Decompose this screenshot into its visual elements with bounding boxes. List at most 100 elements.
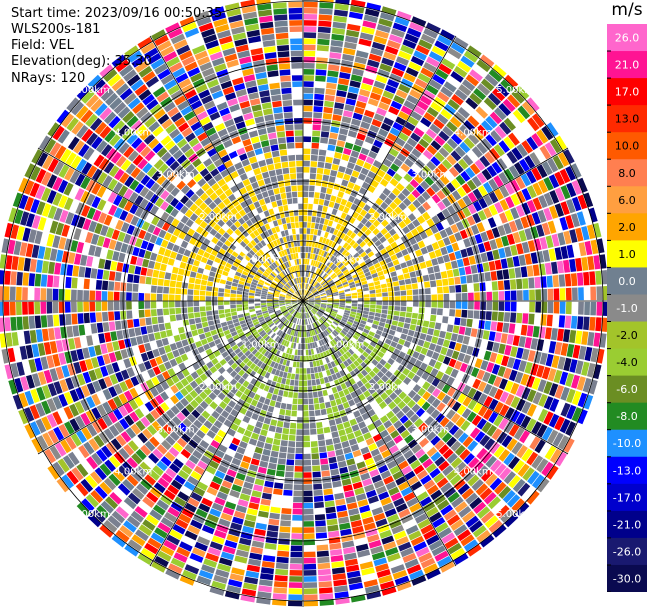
velocity-gate xyxy=(207,445,217,454)
velocity-gate xyxy=(365,247,372,254)
velocity-gate xyxy=(123,497,137,510)
velocity-gate xyxy=(254,323,261,329)
velocity-gate xyxy=(142,258,150,268)
velocity-gate xyxy=(337,404,345,411)
velocity-gate xyxy=(477,381,487,392)
velocity-gate xyxy=(218,305,224,310)
velocity-gate xyxy=(341,179,349,187)
velocity-gate xyxy=(333,229,339,236)
velocity-gate xyxy=(424,176,435,186)
velocity-gate xyxy=(209,460,220,470)
velocity-gate xyxy=(132,488,145,500)
velocity-gate xyxy=(331,208,338,216)
velocity-gate xyxy=(360,377,368,385)
velocity-gate xyxy=(333,352,340,359)
velocity-gate xyxy=(303,594,318,601)
velocity-gate xyxy=(307,318,311,324)
velocity-gate xyxy=(503,136,515,150)
velocity-gate xyxy=(286,459,295,466)
velocity-gate xyxy=(442,125,454,137)
velocity-gate xyxy=(415,249,423,257)
velocity-gate xyxy=(178,78,192,89)
velocity-gate xyxy=(165,204,174,214)
velocity-gate xyxy=(224,240,232,247)
velocity-gate xyxy=(297,299,303,301)
velocity-gate xyxy=(7,347,16,363)
velocity-gate xyxy=(319,332,324,339)
velocity-gate xyxy=(354,138,364,147)
velocity-gate xyxy=(137,432,148,444)
velocity-gate xyxy=(493,445,505,458)
velocity-gate xyxy=(483,408,493,421)
velocity-gate xyxy=(356,312,363,317)
velocity-gate xyxy=(390,28,405,38)
velocity-gate xyxy=(225,383,234,391)
velocity-gate xyxy=(249,308,256,313)
velocity-gate xyxy=(318,319,323,325)
velocity-gate xyxy=(576,376,586,391)
velocity-gate xyxy=(172,149,184,160)
velocity-gate xyxy=(291,297,298,300)
velocity-gate xyxy=(314,223,320,230)
velocity-gate xyxy=(107,411,118,424)
velocity-gate xyxy=(414,513,428,524)
velocity-gate xyxy=(131,137,143,149)
velocity-gate xyxy=(260,498,271,506)
velocity-gate xyxy=(306,228,311,234)
velocity-gate xyxy=(130,255,138,265)
velocity-gate xyxy=(485,134,497,147)
velocity-gate xyxy=(76,216,86,229)
velocity-gate xyxy=(417,240,426,249)
velocity-gate xyxy=(251,247,258,254)
velocity-gate xyxy=(347,130,358,138)
velocity-gate xyxy=(320,317,326,323)
velocity-gate xyxy=(303,289,305,295)
velocity-gate xyxy=(288,335,292,342)
velocity-gate xyxy=(461,309,468,318)
velocity-gate xyxy=(140,240,149,250)
velocity-gate xyxy=(380,392,389,401)
velocity-gate xyxy=(572,344,581,359)
velocity-gate xyxy=(462,207,472,218)
velocity-gate xyxy=(518,336,526,348)
velocity-gate xyxy=(493,144,505,157)
velocity-gate xyxy=(338,390,345,398)
velocity-gate xyxy=(140,174,151,186)
velocity-gate xyxy=(275,426,283,434)
velocity-gate xyxy=(263,385,270,392)
velocity-gate xyxy=(336,230,343,238)
velocity-gate xyxy=(360,217,368,225)
velocity-gate xyxy=(291,310,296,315)
velocity-gate xyxy=(253,237,260,244)
velocity-gate xyxy=(309,286,314,292)
velocity-gate xyxy=(472,273,479,283)
velocity-gate xyxy=(303,26,317,32)
velocity-gate xyxy=(175,314,182,321)
velocity-gate xyxy=(164,322,172,330)
velocity-gate xyxy=(420,557,436,569)
velocity-gate xyxy=(120,243,129,253)
velocity-gate xyxy=(113,101,127,115)
velocity-gate xyxy=(148,260,156,269)
velocity-gate xyxy=(35,329,43,343)
velocity-gate xyxy=(325,238,330,245)
velocity-gate xyxy=(263,230,270,238)
velocity-gate xyxy=(235,390,243,398)
velocity-gate xyxy=(471,146,483,158)
velocity-gate xyxy=(209,366,218,374)
velocity-gate xyxy=(188,283,195,290)
velocity-gate xyxy=(236,268,243,274)
velocity-gate xyxy=(146,424,158,436)
velocity-gate xyxy=(260,225,267,232)
velocity-gate xyxy=(559,288,566,301)
velocity-gate xyxy=(417,353,426,362)
velocity-gate xyxy=(163,308,170,316)
velocity-gate xyxy=(213,173,223,182)
velocity-gate xyxy=(231,344,239,351)
velocity-gate xyxy=(115,219,124,231)
velocity-gate xyxy=(279,303,285,306)
velocity-gate xyxy=(4,270,11,285)
velocity-gate xyxy=(339,294,345,297)
velocity-gate xyxy=(355,340,362,347)
velocity-gate xyxy=(378,101,390,111)
